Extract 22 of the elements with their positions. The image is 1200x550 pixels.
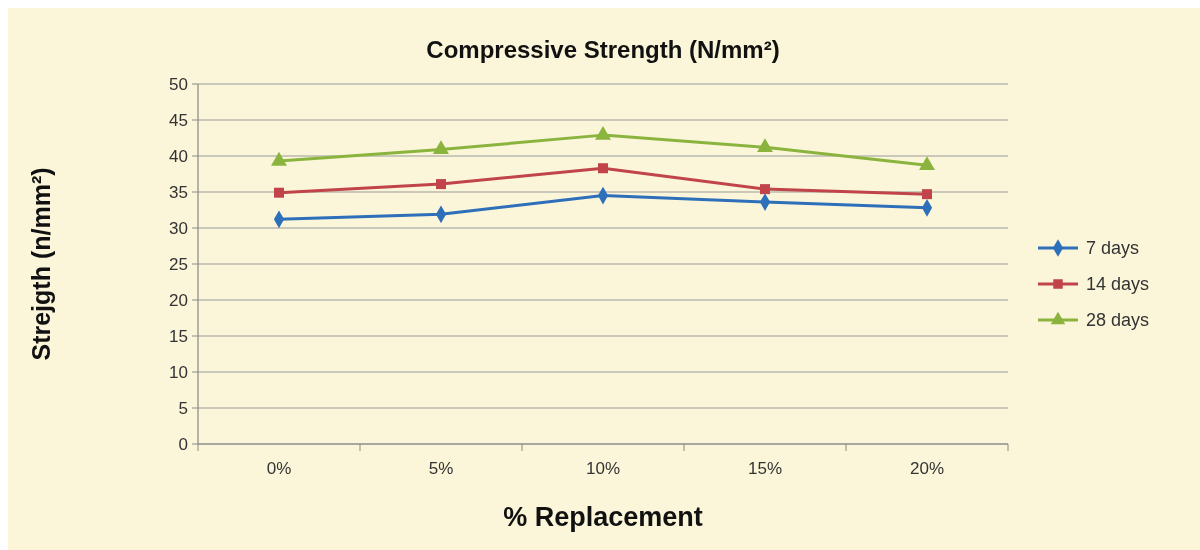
legend-label: 14 days bbox=[1086, 274, 1150, 295]
x-axis-title: % Replacement bbox=[503, 502, 703, 532]
x-tick-label: 20% bbox=[909, 459, 945, 478]
y-tick-label: 30 bbox=[169, 218, 188, 238]
y-axis-title: Strejgth (n/mm²) bbox=[27, 167, 55, 361]
y-tick-label: 15 bbox=[169, 326, 188, 346]
y-tick-label: 50 bbox=[169, 74, 188, 94]
x-tick-label: 0% bbox=[266, 459, 292, 478]
chart-title: Compressive Strength (N/mm²) bbox=[426, 36, 780, 63]
legend-label: 28 days bbox=[1086, 310, 1150, 331]
y-tick-label: 35 bbox=[169, 182, 188, 202]
y-tick-label: 0 bbox=[178, 434, 188, 454]
y-tick-label: 40 bbox=[169, 146, 188, 166]
legend-label: 7 days bbox=[1086, 238, 1140, 259]
x-tick-label: 15% bbox=[747, 459, 783, 478]
y-tick-label: 5 bbox=[178, 398, 188, 418]
y-tick-label: 10 bbox=[169, 362, 188, 382]
x-tick-label: 10% bbox=[585, 459, 621, 478]
y-tick-label: 45 bbox=[169, 110, 188, 130]
y-tick-label: 25 bbox=[169, 254, 188, 274]
y-tick-label: 20 bbox=[169, 290, 188, 310]
x-tick-label: 5% bbox=[428, 459, 454, 478]
